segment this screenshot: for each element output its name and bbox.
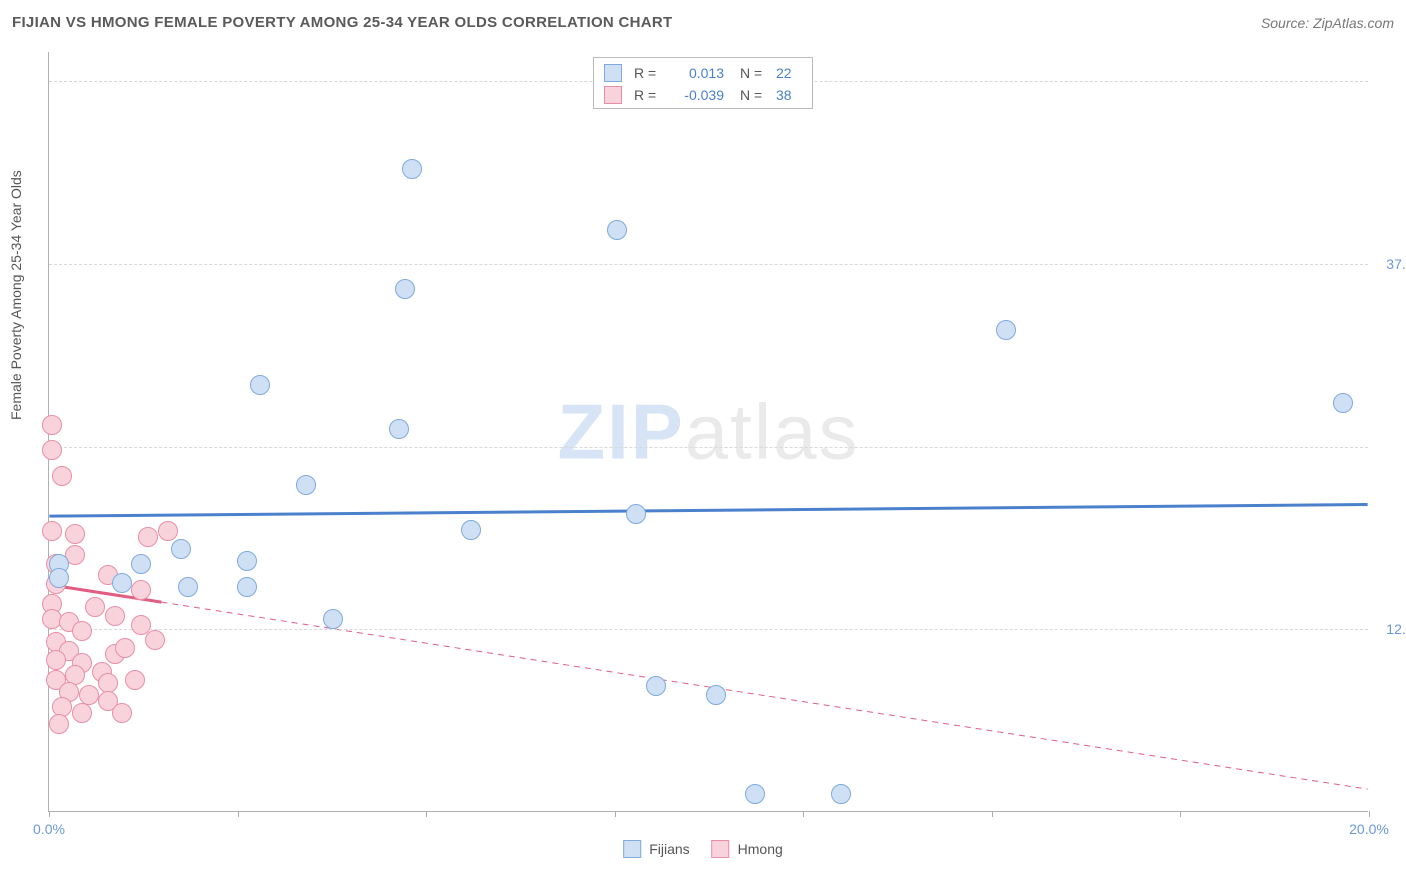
scatter-point-fijians [171, 539, 191, 559]
scatter-point-hmong [72, 621, 92, 641]
scatter-point-hmong [46, 650, 66, 670]
n-label: N = [740, 84, 766, 106]
legend-row-hmong: R = -0.039 N = 38 [604, 84, 802, 106]
scatter-point-fijians [178, 577, 198, 597]
x-tick [1180, 811, 1181, 817]
legend-label-hmong: Hmong [738, 841, 783, 857]
scatter-point-fijians [646, 676, 666, 696]
scatter-point-fijians [1333, 393, 1353, 413]
scatter-point-fijians [237, 577, 257, 597]
scatter-point-fijians [607, 220, 627, 240]
scatter-point-hmong [112, 703, 132, 723]
chart-header: FIJIAN VS HMONG FEMALE POVERTY AMONG 25-… [12, 14, 1394, 31]
scatter-point-fijians [323, 609, 343, 629]
scatter-chart: ZIPatlas 12.5%37.5%0.0%20.0% [48, 52, 1368, 812]
scatter-point-fijians [389, 419, 409, 439]
scatter-point-hmong [85, 597, 105, 617]
gridline [49, 264, 1368, 265]
scatter-point-fijians [112, 573, 132, 593]
scatter-point-fijians [706, 685, 726, 705]
scatter-point-fijians [250, 375, 270, 395]
scatter-point-fijians [745, 784, 765, 804]
x-tick [1369, 811, 1370, 817]
correlation-legend: R = 0.013 N = 22 R = -0.039 N = 38 [593, 57, 813, 109]
r-label: R = [634, 84, 664, 106]
legend-item-hmong: Hmong [712, 840, 783, 858]
scatter-point-hmong [42, 521, 62, 541]
r-value-fijians: 0.013 [674, 62, 724, 84]
scatter-point-hmong [49, 714, 69, 734]
y-tick-label: 37.5% [1376, 256, 1406, 272]
swatch-hmong [712, 840, 730, 858]
scatter-point-hmong [115, 638, 135, 658]
r-label: R = [634, 62, 664, 84]
scatter-point-hmong [42, 415, 62, 435]
scatter-point-fijians [395, 279, 415, 299]
scatter-point-fijians [402, 159, 422, 179]
scatter-point-fijians [296, 475, 316, 495]
chart-title: FIJIAN VS HMONG FEMALE POVERTY AMONG 25-… [12, 14, 673, 31]
chart-source: Source: ZipAtlas.com [1261, 15, 1394, 31]
scatter-point-hmong [52, 466, 72, 486]
gridline [49, 629, 1368, 630]
scatter-point-fijians [996, 320, 1016, 340]
y-tick-label: 12.5% [1376, 621, 1406, 637]
x-tick [992, 811, 993, 817]
series-legend: Fijians Hmong [623, 840, 783, 858]
legend-item-fijians: Fijians [623, 840, 689, 858]
scatter-point-fijians [626, 504, 646, 524]
scatter-point-hmong [42, 440, 62, 460]
n-value-fijians: 22 [776, 62, 802, 84]
n-label: N = [740, 62, 766, 84]
scatter-point-hmong [105, 606, 125, 626]
swatch-fijians [623, 840, 641, 858]
x-tick [238, 811, 239, 817]
trend-line-fijians [49, 504, 1367, 516]
scatter-point-fijians [49, 568, 69, 588]
x-tick-label: 0.0% [33, 821, 65, 837]
scatter-point-fijians [831, 784, 851, 804]
scatter-point-hmong [65, 524, 85, 544]
gridline [49, 447, 1368, 448]
scatter-point-hmong [145, 630, 165, 650]
r-value-hmong: -0.039 [674, 84, 724, 106]
x-tick [49, 811, 50, 817]
n-value-hmong: 38 [776, 84, 802, 106]
scatter-point-hmong [138, 527, 158, 547]
x-tick [615, 811, 616, 817]
scatter-point-hmong [125, 670, 145, 690]
x-tick-label: 20.0% [1349, 821, 1389, 837]
scatter-point-hmong [72, 703, 92, 723]
scatter-point-fijians [237, 551, 257, 571]
swatch-fijians [604, 64, 622, 82]
scatter-point-hmong [131, 580, 151, 600]
x-tick [426, 811, 427, 817]
scatter-point-fijians [461, 520, 481, 540]
x-tick [803, 811, 804, 817]
y-axis-label: Female Poverty Among 25-34 Year Olds [8, 170, 24, 420]
scatter-point-hmong [158, 521, 178, 541]
legend-label-fijians: Fijians [649, 841, 689, 857]
swatch-hmong [604, 86, 622, 104]
scatter-point-fijians [131, 554, 151, 574]
legend-row-fijians: R = 0.013 N = 22 [604, 62, 802, 84]
